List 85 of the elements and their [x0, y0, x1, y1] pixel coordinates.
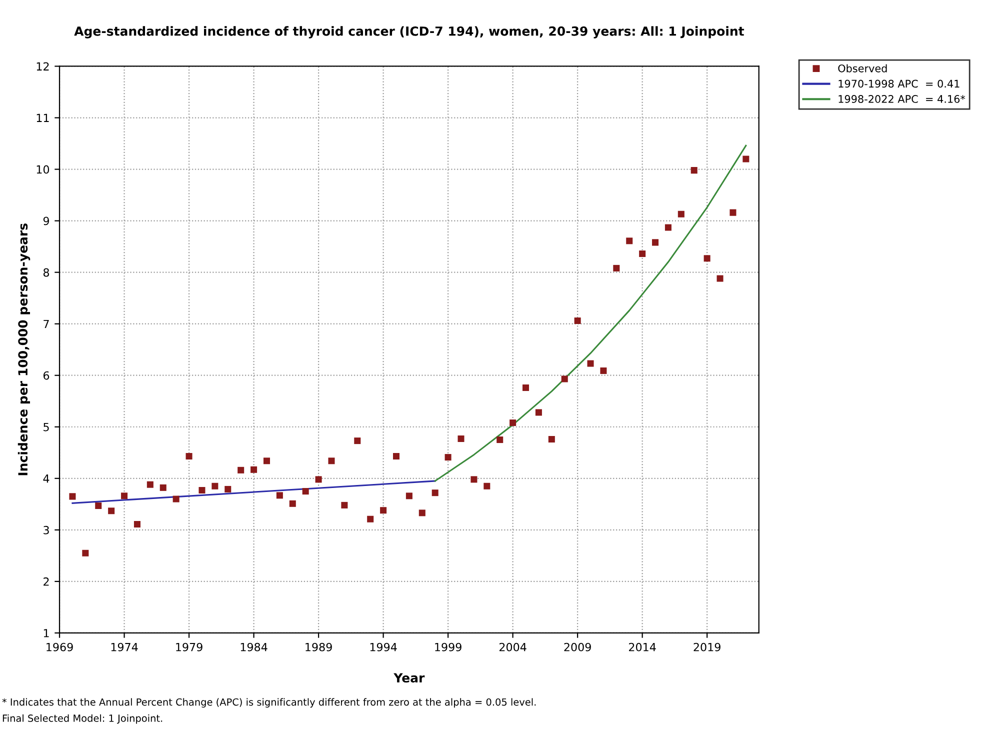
point	[212, 482, 218, 490]
point	[354, 438, 361, 444]
point	[198, 486, 206, 494]
x-tick-label: 1989	[306, 642, 332, 652]
point	[458, 435, 464, 442]
point	[69, 493, 76, 500]
point	[418, 510, 426, 516]
point	[238, 466, 244, 474]
x-tick-label: 2014	[628, 642, 656, 652]
point	[160, 484, 166, 491]
point	[289, 500, 296, 507]
y-tick-label: 1	[44, 629, 49, 638]
x-tick-label: 1994	[370, 642, 397, 652]
point	[108, 508, 115, 514]
point	[341, 502, 348, 508]
point	[484, 482, 490, 490]
y-tick-label: 3	[44, 526, 49, 534]
point	[406, 492, 412, 500]
point	[548, 436, 555, 442]
point	[561, 376, 568, 382]
point	[276, 492, 283, 499]
legend-label: 1970-1998 APC = 0.41	[838, 80, 960, 88]
x-tick-label: 2004	[499, 642, 526, 652]
point	[95, 502, 102, 509]
y-tick-label: 4	[43, 474, 50, 483]
point	[639, 250, 646, 258]
x-tick-label: 1979	[176, 642, 202, 652]
point	[432, 490, 438, 496]
point	[380, 507, 387, 514]
x-tick-label: 1984	[240, 642, 268, 652]
point	[470, 476, 478, 483]
x-axis-title: Year	[394, 673, 425, 683]
point	[535, 409, 542, 416]
legend-label: 1998-2022 APC = 4.16*	[838, 95, 966, 103]
point	[678, 210, 684, 218]
chart-title: Age-standardized incidence of thyroid cancer (ICD-7 194), women, 20-39 years: All: 1 Joinpoint	[74, 26, 744, 38]
point	[522, 384, 530, 391]
y-tick-label: 9	[43, 216, 50, 226]
point	[690, 167, 698, 174]
point	[392, 452, 400, 460]
point	[587, 360, 594, 367]
y-tick-label: 2	[44, 577, 49, 586]
point	[134, 520, 140, 528]
x-tick-label: 2009	[564, 642, 591, 652]
legend-label: Observed	[838, 64, 887, 72]
y-tick-label: 6	[44, 371, 50, 380]
point	[496, 436, 504, 444]
point	[328, 458, 335, 464]
point	[652, 239, 659, 246]
point	[716, 275, 724, 282]
x-tick-label: 2019	[694, 642, 720, 652]
text: * Indicates that the Annual Percent Change (APC) is significantly different from zero at the alpha = 0.05 level.	[2, 698, 536, 708]
point	[613, 264, 620, 272]
point	[367, 516, 374, 522]
y-tick-label: 5	[44, 423, 49, 432]
point	[263, 458, 270, 464]
text: Final Selected Model: 1 Joinpoint.	[2, 714, 162, 724]
point	[121, 492, 128, 500]
point	[626, 238, 633, 244]
y-tick-label: 8	[43, 268, 50, 277]
point	[186, 452, 192, 460]
point	[600, 367, 607, 374]
point	[730, 209, 736, 216]
point	[574, 317, 581, 324]
point	[302, 488, 309, 495]
y-tick-label: 10	[36, 165, 50, 174]
point	[664, 224, 672, 231]
x-tick-label: 1999	[435, 642, 462, 652]
point	[742, 156, 750, 162]
point	[704, 255, 710, 262]
y-axis-title: Incidence per 100,000 person-years	[18, 223, 30, 476]
x-tick-label: 1969	[46, 642, 73, 652]
point	[444, 454, 452, 461]
x-tick-label: 1974	[111, 642, 138, 652]
point	[315, 476, 322, 483]
point	[82, 550, 89, 556]
line-series	[434, 144, 747, 482]
point	[224, 486, 232, 492]
point	[146, 481, 154, 488]
y-tick-label: 12	[36, 62, 49, 70]
y-tick-label: 7	[44, 320, 49, 328]
point	[250, 466, 258, 473]
y-tick-label: 11	[36, 114, 49, 122]
point	[172, 496, 180, 502]
point	[510, 420, 516, 426]
